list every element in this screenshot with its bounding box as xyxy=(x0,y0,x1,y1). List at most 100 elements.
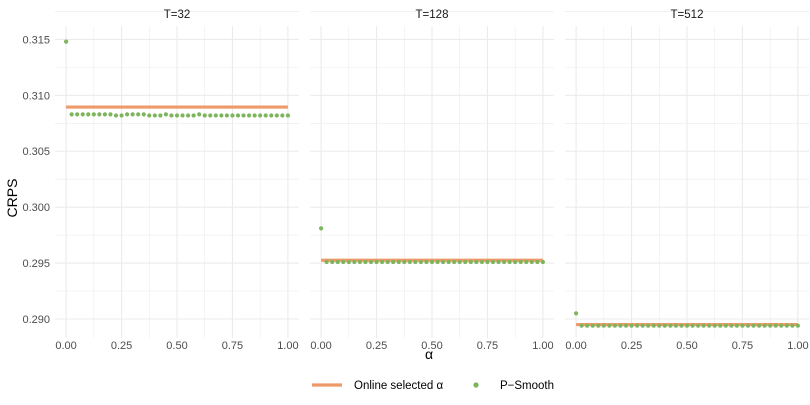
legend-label-online-selected: Online selected α xyxy=(354,380,443,392)
p-smooth-point xyxy=(69,112,74,117)
x-tick-label: 0.75 xyxy=(222,340,243,352)
p-smooth-point xyxy=(668,323,673,328)
p-smooth-point xyxy=(379,259,385,265)
p-smooth-point xyxy=(651,323,656,328)
p-smooth-point xyxy=(80,112,85,117)
p-smooth-point xyxy=(457,259,462,265)
p-smooth-point xyxy=(163,112,169,117)
x-tick-label: 0.25 xyxy=(111,340,132,352)
p-smooth-point xyxy=(496,259,501,265)
panel-1: T=128 0.00 0.25 0.50 0.75 1.00 xyxy=(310,9,554,352)
p-smooth-point xyxy=(180,113,185,118)
p-smooth-point xyxy=(618,323,623,328)
p-smooth-point xyxy=(524,259,529,265)
panel-0: T=32 0.00 0.25 0.50 0.75 1.00 0.290 0.295 0.300 0… xyxy=(22,9,299,352)
p-smooth-point xyxy=(707,323,712,328)
panel-title: T=32 xyxy=(164,9,191,21)
p-smooth-point xyxy=(612,323,618,328)
p-smooth-point xyxy=(535,259,540,265)
p-smooth-point xyxy=(673,323,679,328)
x-tick-label: 0.25 xyxy=(621,340,642,352)
p-smooth-point xyxy=(540,259,546,265)
p-smooth-point xyxy=(529,259,534,265)
x-tick-label: 0.75 xyxy=(732,340,753,352)
x-tick-label: 0.00 xyxy=(55,340,76,352)
p-smooth-point xyxy=(601,323,606,328)
p-smooth-point xyxy=(607,323,612,328)
p-smooth-point xyxy=(335,259,340,265)
p-smooth-point xyxy=(418,259,424,265)
p-smooth-point xyxy=(213,113,218,118)
p-smooth-point xyxy=(795,323,801,328)
p-smooth-point xyxy=(230,113,235,118)
p-smooth-point xyxy=(391,259,396,265)
p-smooth-point xyxy=(657,323,662,328)
p-smooth-point xyxy=(402,259,407,265)
p-smooth-point xyxy=(208,113,213,118)
legend-point-key xyxy=(473,382,479,388)
p-smooth-point xyxy=(507,259,512,265)
p-smooth-point xyxy=(185,113,191,118)
panel-title: T=512 xyxy=(671,9,704,21)
p-smooth-point xyxy=(385,259,390,265)
p-smooth-point xyxy=(147,113,152,118)
p-smooth-point xyxy=(751,323,756,328)
p-smooth-point xyxy=(130,112,135,117)
p-smooth-point xyxy=(468,259,473,265)
p-smooth-point xyxy=(485,259,490,265)
p-smooth-point xyxy=(97,112,102,117)
p-smooth-point xyxy=(579,323,584,328)
p-smooth-point xyxy=(396,259,401,265)
p-smooth-point xyxy=(762,323,767,328)
p-smooth-point xyxy=(424,259,429,265)
p-smooth-point xyxy=(474,259,479,265)
x-tick-label: 1.00 xyxy=(532,340,553,352)
p-smooth-point xyxy=(729,323,734,328)
p-smooth-point xyxy=(490,259,496,265)
p-smooth-point xyxy=(197,112,202,117)
p-smooth-point xyxy=(318,226,324,231)
p-smooth-point xyxy=(712,323,717,328)
p-smooth-point xyxy=(452,259,457,265)
p-smooth-point xyxy=(640,323,645,328)
p-smooth-point xyxy=(252,113,257,118)
p-smooth-point xyxy=(429,259,435,265)
p-smooth-point xyxy=(86,112,91,117)
p-smooth-point xyxy=(158,113,163,118)
p-smooth-point xyxy=(280,113,285,118)
p-smooth-point xyxy=(219,113,224,118)
p-smooth-point xyxy=(679,323,684,328)
y-tick-label: 0.290 xyxy=(22,314,50,326)
p-smooth-point xyxy=(784,323,789,328)
p-smooth-point xyxy=(407,259,412,265)
x-tick-label: 0.00 xyxy=(565,340,586,352)
p-smooth-point xyxy=(169,113,174,118)
p-smooth-point xyxy=(235,113,241,118)
y-tick-label: 0.305 xyxy=(22,146,50,158)
legend-label-p-smooth: P−Smooth xyxy=(500,380,554,392)
p-smooth-point xyxy=(269,113,274,118)
p-smooth-point xyxy=(136,112,141,117)
x-tick-label: 1.00 xyxy=(277,340,298,352)
p-smooth-point xyxy=(324,259,329,265)
p-smooth-point xyxy=(91,112,96,117)
p-smooth-point xyxy=(501,259,507,265)
x-tick-label: 0.50 xyxy=(166,340,187,352)
p-smooth-point xyxy=(701,323,706,328)
p-smooth-point xyxy=(718,323,723,328)
y-axis-title: CRPS xyxy=(4,179,20,218)
p-smooth-point xyxy=(63,39,69,44)
p-smooth-point xyxy=(745,323,751,328)
y-tick-label: 0.300 xyxy=(22,202,50,214)
p-smooth-point xyxy=(224,113,230,118)
x-tick-label: 1.00 xyxy=(787,340,808,352)
p-smooth-point xyxy=(141,112,146,117)
p-smooth-point xyxy=(623,323,629,328)
x-tick-label: 0.00 xyxy=(310,340,331,352)
panel-2: T=512 0.00 0.25 0.50 0.75 1.00 xyxy=(565,9,809,352)
p-smooth-point xyxy=(695,323,701,328)
x-tick-label: 0.75 xyxy=(477,340,498,352)
p-smooth-point xyxy=(479,259,485,265)
p-smooth-point xyxy=(413,259,418,265)
